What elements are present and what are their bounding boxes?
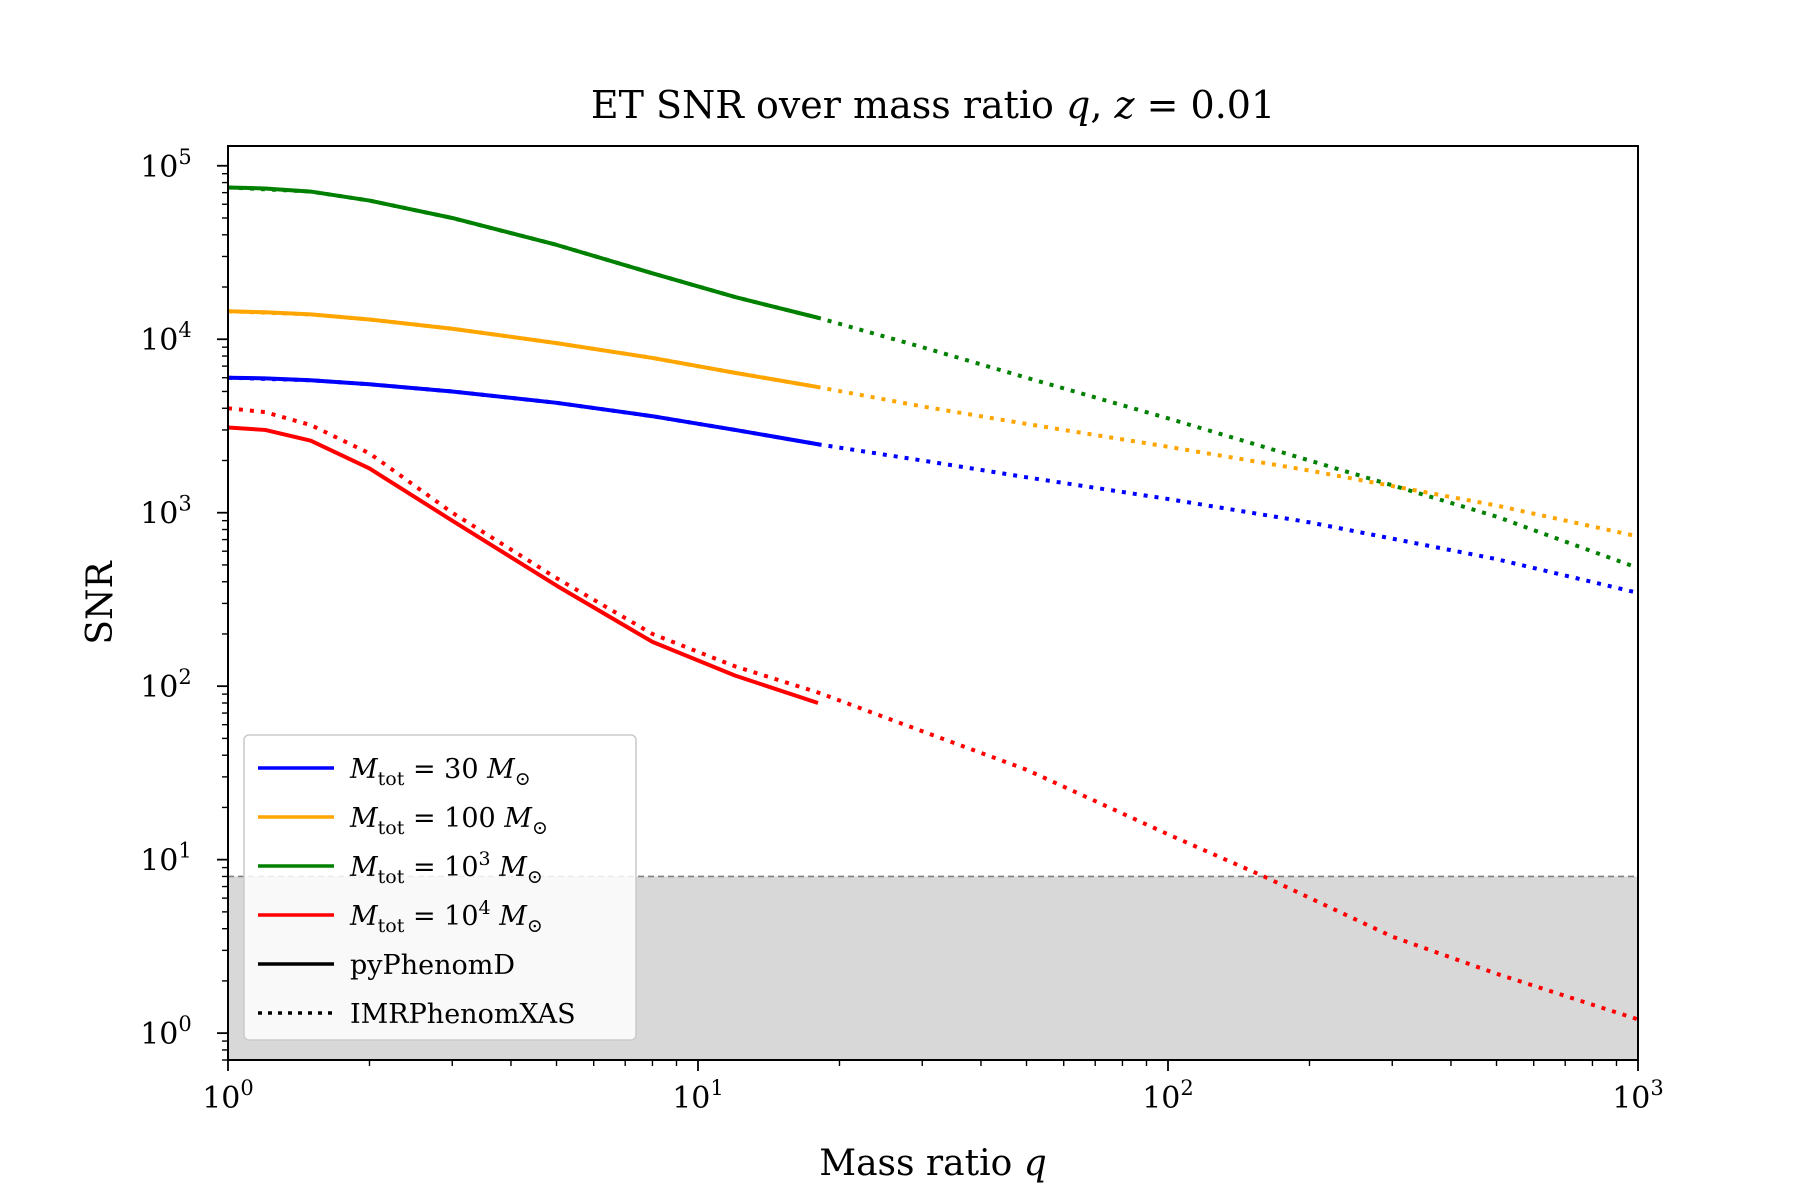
y-tick-label: 101	[140, 839, 192, 879]
y-tick-label: 102	[140, 665, 192, 705]
legend: Mtot = 30 M⊙ Mtot = 100 M⊙ Mtot = 103 M⊙ Mt…	[243, 734, 637, 1041]
series-line-xas-3	[228, 406, 1638, 1022]
y-tick-label: 105	[140, 145, 192, 185]
legend-label-3: Mtot = 104 M⊙	[349, 897, 543, 937]
legend-label-0: Mtot = 30 M⊙	[349, 754, 531, 790]
x-tick-label: 103	[1612, 1076, 1664, 1116]
y-tick-label: 103	[140, 492, 192, 532]
x-tick-label: 101	[672, 1076, 724, 1116]
legend-label-5: IMRPhenomXAS	[350, 999, 576, 1030]
legend-box	[243, 734, 637, 1041]
y-tick-label: 104	[140, 318, 192, 358]
series-line-pyphenomd-3	[228, 425, 819, 705]
series-line-pyphenomd-0	[228, 375, 819, 447]
legend-label-2: Mtot = 103 M⊙	[349, 848, 543, 888]
y-axis-label: SNR	[80, 560, 121, 644]
series-lines	[228, 185, 1638, 1022]
x-axis-label: Mass ratio q	[819, 1143, 1047, 1184]
chart-title: ET SNR over mass ratio q, z = 0.01	[591, 83, 1275, 127]
y-tick-label: 100	[140, 1012, 192, 1052]
legend-label-4: pyPhenomD	[350, 950, 515, 981]
series-line-pyphenomd-2	[228, 185, 819, 320]
series-line-pyphenomd-1	[228, 309, 819, 390]
x-tick-label: 100	[202, 1076, 254, 1116]
x-tick-label: 102	[1142, 1076, 1194, 1116]
legend-label-1: Mtot = 100 M⊙	[349, 803, 548, 839]
